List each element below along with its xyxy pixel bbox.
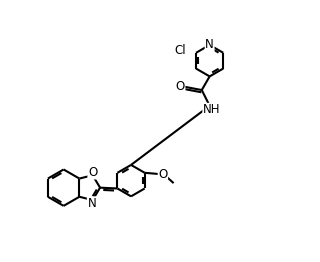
Text: N: N: [87, 197, 96, 210]
Text: N: N: [205, 39, 214, 51]
Text: O: O: [158, 167, 167, 181]
Text: O: O: [88, 166, 97, 179]
Text: O: O: [176, 80, 185, 93]
Text: NH: NH: [203, 103, 220, 116]
Text: Cl: Cl: [174, 44, 186, 57]
